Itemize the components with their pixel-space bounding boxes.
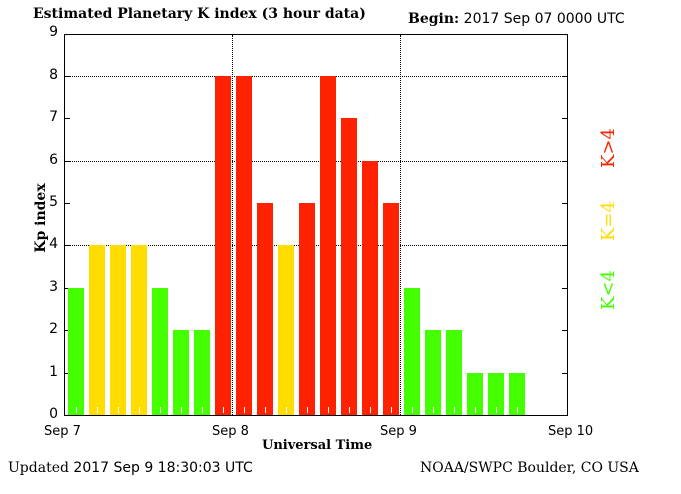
kp-bar <box>152 287 168 415</box>
kp-bar <box>173 330 189 415</box>
y-tick-mark <box>562 372 567 374</box>
hour-tick-mark <box>328 407 329 413</box>
kp-bar <box>257 203 273 415</box>
y-tick-label: 2 <box>49 321 58 338</box>
hour-tick-mark <box>475 407 476 413</box>
y-tick-mark <box>562 160 567 162</box>
y-tick-label: 8 <box>49 66 58 83</box>
y-tick-mark <box>65 287 70 289</box>
y-tick-mark <box>65 160 70 162</box>
hour-tick-mark <box>97 407 98 413</box>
kp-bar <box>467 372 483 415</box>
gridline-vertical <box>400 35 401 415</box>
kp-bar <box>131 245 147 415</box>
kp-bar <box>341 118 357 415</box>
y-tick-mark <box>562 330 567 332</box>
x-tick-label: Sep 8 <box>212 424 249 439</box>
y-tick-mark <box>562 203 567 204</box>
y-tick-mark <box>65 372 70 374</box>
y-tick-mark <box>562 118 567 120</box>
kp-bar <box>383 203 399 415</box>
kp-bar <box>446 330 462 415</box>
hour-tick-mark <box>307 407 308 413</box>
x-tick-label: Sep 9 <box>380 424 417 439</box>
hour-tick-mark <box>223 407 224 413</box>
y-tick-label: 7 <box>49 109 58 126</box>
kp-bar <box>89 245 105 415</box>
y-tick-mark <box>65 330 70 332</box>
kp-bar <box>68 287 84 415</box>
kp-bar <box>320 75 336 415</box>
kp-bar <box>404 287 420 415</box>
hour-tick-mark <box>517 407 518 413</box>
legend-high: K>4 <box>598 128 619 168</box>
kp-bar <box>488 372 504 415</box>
kp-bar <box>194 330 210 415</box>
hour-tick-mark <box>349 407 350 413</box>
kp-bar <box>362 160 378 415</box>
y-tick-label: 6 <box>49 151 58 168</box>
y-tick-label: 5 <box>49 194 58 210</box>
legend-low: K<4 <box>598 270 619 310</box>
hour-tick-mark <box>202 407 203 413</box>
gridline-horizontal <box>65 245 567 247</box>
y-tick-mark <box>65 75 70 77</box>
hour-tick-mark <box>139 407 140 413</box>
kp-bar <box>425 330 441 415</box>
begin-value: 2017 Sep 07 0000 UTC <box>463 11 625 27</box>
x-axis-label: Universal Time <box>262 438 373 453</box>
kp-bar <box>236 75 252 415</box>
kp-bar <box>215 75 231 415</box>
hour-tick-mark <box>118 407 119 413</box>
y-tick-label: 1 <box>49 363 58 380</box>
chart-title: Estimated Planetary K index (3 hour data… <box>33 6 366 22</box>
legend-equal: K=4 <box>598 201 619 241</box>
hour-tick-mark <box>181 407 182 413</box>
y-tick-mark <box>65 118 70 120</box>
begin-timestamp: Begin: 2017 Sep 07 0000 UTC <box>408 11 625 27</box>
hour-tick-mark <box>496 407 497 413</box>
hour-tick-mark <box>286 407 287 413</box>
updated-timestamp: Updated 2017 Sep 9 18:30:03 UTC <box>8 460 253 476</box>
x-tick-label: Sep 10 <box>548 424 594 439</box>
plot-area <box>64 34 568 416</box>
kp-bar <box>278 245 294 415</box>
y-tick-label: 3 <box>49 278 58 295</box>
y-tick-mark <box>562 75 567 77</box>
hour-tick-mark <box>412 407 413 413</box>
kp-bar <box>110 245 126 415</box>
hour-tick-mark <box>265 407 266 413</box>
updated-value: 2017 Sep 9 18:30:03 UTC <box>73 460 253 476</box>
hour-tick-mark <box>244 407 245 413</box>
y-tick-label: 0 <box>49 406 58 422</box>
y-tick-mark <box>562 245 567 247</box>
hour-tick-mark <box>370 407 371 413</box>
y-tick-label: 4 <box>49 236 58 253</box>
y-tick-label: 9 <box>49 24 58 41</box>
x-tick-label: Sep 7 <box>44 424 81 439</box>
hour-tick-mark <box>454 407 455 413</box>
gridline-horizontal <box>65 160 567 162</box>
kp-bar <box>509 372 525 415</box>
y-tick-mark <box>65 245 70 247</box>
kp-bar <box>299 203 315 415</box>
y-tick-mark <box>562 287 567 289</box>
hour-tick-mark <box>76 407 77 413</box>
source-credit: NOAA/SWPC Boulder, CO USA <box>420 460 639 476</box>
begin-label: Begin: <box>408 11 460 27</box>
hour-tick-mark <box>391 407 392 413</box>
gridline-vertical <box>232 35 233 415</box>
hour-tick-mark <box>160 407 161 413</box>
hour-tick-mark <box>433 407 434 413</box>
gridline-horizontal <box>65 75 567 77</box>
y-tick-mark <box>65 203 70 204</box>
updated-label: Updated <box>8 460 69 476</box>
